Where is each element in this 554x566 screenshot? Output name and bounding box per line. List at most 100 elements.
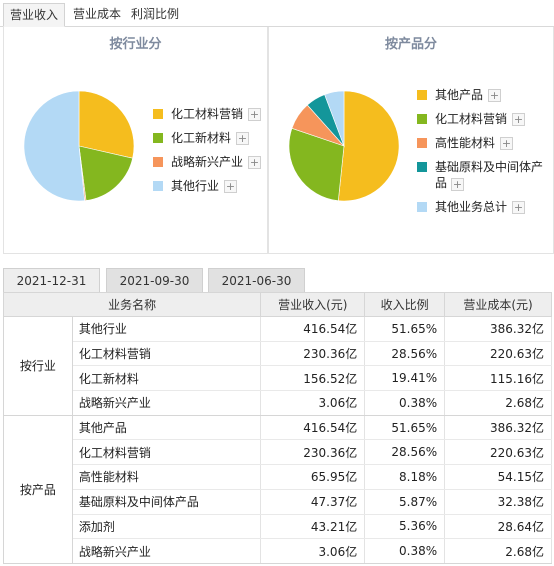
date-tab-2021-12-31[interactable]: 2021-12-31 — [3, 268, 100, 293]
legend-swatch — [153, 157, 163, 167]
row-name: 其他行业 — [72, 316, 262, 342]
date-tab-2021-09-30[interactable]: 2021-09-30 — [106, 268, 203, 293]
row-revenue: 230.36亿 — [260, 341, 366, 367]
row-name: 基础原料及中间体产品 — [72, 489, 262, 515]
expand-plus-icon[interactable]: + — [248, 156, 262, 169]
row-cost: 220.63亿 — [444, 341, 552, 367]
legend-label: 其他行业 — [171, 179, 220, 193]
expand-plus-icon[interactable]: + — [500, 137, 514, 150]
row-name: 战略新兴产业 — [72, 538, 262, 564]
table-row: 基础原料及中间体产品 47.37亿 5.87% 32.38亿 — [4, 489, 552, 515]
industry-chart-title: 按行业分 — [109, 37, 162, 52]
legend-item-strategic-emerging[interactable]: 战略新兴产业 + — [153, 154, 262, 170]
date-tab-2021-06-30[interactable]: 2021-06-30 — [208, 268, 305, 293]
row-ratio: 19.41% — [364, 365, 446, 392]
table-row: 化工新材料 156.52亿 19.41% 115.16亿 — [4, 365, 552, 392]
table-row: 化工材料营销 230.36亿 28.56% 220.63亿 — [4, 341, 552, 367]
top-tab-bar: 营业收入 营业成本 利润比例 — [0, 0, 554, 27]
row-cost: 28.64亿 — [444, 514, 552, 540]
row-revenue: 47.37亿 — [260, 489, 366, 515]
row-name: 添加剂 — [72, 514, 262, 540]
pie-slice-5[interactable] — [324, 90, 345, 147]
industry-pie-chart — [23, 90, 135, 202]
row-revenue: 3.06亿 — [260, 538, 366, 564]
row-ratio: 5.36% — [364, 514, 446, 540]
expand-plus-icon[interactable]: + — [451, 178, 465, 191]
table-row: 添加剂 43.21亿 5.36% 28.64亿 — [4, 514, 552, 540]
row-name: 战略新兴产业 — [72, 390, 262, 416]
row-cost: 2.68亿 — [444, 390, 552, 416]
legend-item-basic-raw-materials[interactable]: 基础原料及中间体产品 + — [417, 159, 549, 191]
tab-profit-ratio[interactable]: 利润比例 — [131, 7, 180, 21]
tab-cost[interactable]: 营业成本 — [73, 7, 122, 21]
legend-item-other-industry[interactable]: 其他行业 + — [153, 178, 238, 194]
table-row: 战略新兴产业 3.06亿 0.38% 2.68亿 — [4, 390, 552, 416]
product-chart-panel: 按产品分 其他产品 + 化工材料营销 + 高性能材料 + 基础原料及中间体产品 +… — [268, 27, 554, 254]
table-row: 化工材料营销 230.36亿 28.56% 220.63亿 — [4, 439, 552, 466]
legend-label: 化工材料营销 — [435, 112, 508, 126]
row-ratio: 28.56% — [364, 439, 446, 466]
legend-label: 化工新材料 — [171, 131, 232, 145]
legend-item-new-chemical-materials[interactable]: 化工新材料 + — [153, 130, 250, 146]
pie-slice-1[interactable] — [337, 90, 400, 202]
expand-plus-icon[interactable]: + — [512, 201, 526, 214]
legend-label-text: 基础原料及中间体产品 — [435, 160, 544, 190]
header-cost: 营业成本(元) — [444, 292, 552, 317]
row-cost: 220.63亿 — [444, 439, 552, 466]
header-revenue-ratio: 收入比例 — [364, 292, 446, 317]
legend-swatch — [153, 109, 163, 119]
row-name: 化工材料营销 — [72, 341, 262, 367]
row-name: 其他产品 — [72, 415, 262, 441]
pie-slice-2[interactable] — [288, 127, 345, 202]
legend-item-other-products[interactable]: 其他产品 + — [417, 87, 502, 103]
table-row: 战略新兴产业 3.06亿 0.38% 2.68亿 — [4, 538, 552, 564]
legend-label: 其他业务总计 — [435, 200, 508, 214]
report-date-tabs: 2021-12-31 2021-09-30 2021-06-30 — [0, 264, 554, 293]
table-row: 按行业 其他行业 416.54亿 51.65% 386.32亿 — [3, 316, 552, 416]
legend-swatch — [417, 162, 427, 172]
row-cost: 32.38亿 — [444, 489, 552, 515]
expand-plus-icon[interactable]: + — [512, 113, 526, 126]
legend-label: 高性能材料 — [435, 136, 496, 150]
tab-revenue[interactable]: 营业收入 — [3, 3, 66, 27]
expand-plus-icon[interactable]: + — [236, 132, 250, 145]
row-ratio: 0.38% — [364, 538, 446, 564]
row-name: 化工新材料 — [72, 365, 262, 392]
legend-item-other-business-total[interactable]: 其他业务总计 + — [417, 199, 526, 215]
legend-swatch — [153, 181, 163, 191]
industry-chart-panel: 按行业分 化工材料营销 + 化工新材料 + 战略新兴产业 + 其他行业 + — [3, 27, 268, 254]
table-header-row: 业务名称 营业收入(元) 收入比例 营业成本(元) — [2, 292, 552, 317]
row-ratio: 0.38% — [364, 390, 446, 416]
row-cost: 54.15亿 — [444, 464, 552, 490]
group-label-industry: 按行业 — [3, 316, 73, 416]
row-cost: 2.68亿 — [444, 538, 552, 564]
group-label-product: 按产品 — [3, 415, 73, 564]
pie-slice-1[interactable] — [78, 90, 135, 159]
legend-swatch — [153, 133, 163, 143]
legend-item-chemical-marketing[interactable]: 化工材料营销 + — [153, 106, 262, 122]
product-legend: 其他产品 + 化工材料营销 + 高性能材料 + 基础原料及中间体产品 + 其他业务… — [417, 87, 549, 217]
legend-swatch — [417, 202, 427, 212]
row-cost: 386.32亿 — [444, 415, 552, 441]
header-revenue: 营业收入(元) — [260, 292, 366, 317]
industry-legend: 化工材料营销 + 化工新材料 + 战略新兴产业 + 其他行业 + — [153, 106, 263, 216]
row-name: 化工材料营销 — [72, 439, 262, 466]
row-name: 高性能材料 — [72, 464, 262, 490]
expand-plus-icon[interactable]: + — [224, 180, 238, 193]
expand-plus-icon[interactable]: + — [488, 89, 502, 102]
expand-plus-icon[interactable]: + — [248, 108, 262, 121]
legend-item-high-performance-materials[interactable]: 高性能材料 + — [417, 135, 514, 151]
pie-slice-4[interactable] — [23, 90, 86, 202]
row-revenue: 416.54亿 — [260, 316, 366, 342]
row-revenue: 65.95亿 — [260, 464, 366, 490]
table-row: 高性能材料 65.95亿 8.18% 54.15亿 — [4, 464, 552, 490]
row-ratio: 28.56% — [364, 341, 446, 367]
row-revenue: 156.52亿 — [260, 365, 366, 392]
row-revenue: 416.54亿 — [260, 415, 366, 441]
row-ratio: 8.18% — [364, 464, 446, 490]
row-cost: 386.32亿 — [444, 316, 552, 342]
pie-slice-2[interactable] — [78, 145, 133, 201]
legend-label: 基础原料及中间体产品 + — [435, 159, 547, 191]
legend-item-chemical-marketing[interactable]: 化工材料营销 + — [417, 111, 526, 127]
row-ratio: 5.87% — [364, 489, 446, 515]
